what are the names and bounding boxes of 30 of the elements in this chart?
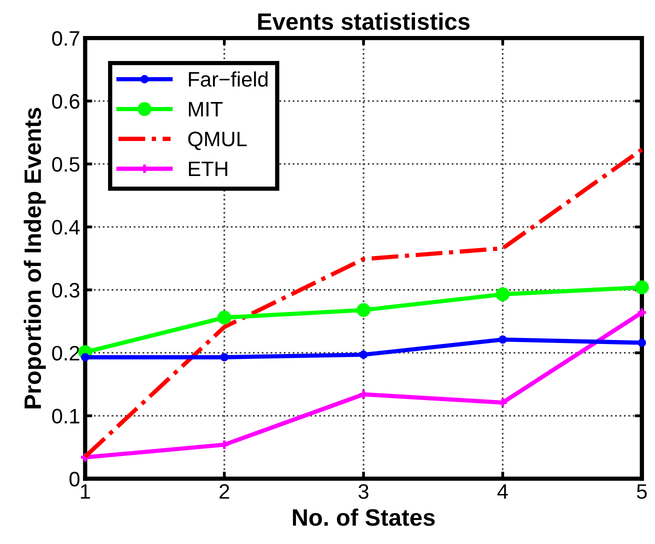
legend-label: ETH — [188, 162, 228, 176]
point — [636, 306, 648, 318]
point — [634, 280, 649, 294]
point — [638, 338, 646, 347]
y-tick-label: 0.2 — [52, 346, 80, 361]
y-tick-label: 0.6 — [52, 94, 80, 109]
x-tick-label: 3 — [358, 484, 368, 499]
point — [496, 287, 510, 302]
chart-title: Events statististics — [258, 12, 470, 30]
x-axis-title: No. of States — [292, 508, 435, 526]
point — [217, 310, 232, 325]
y-tick-label: 0.4 — [52, 220, 80, 235]
y-tick-label: 0.1 — [52, 408, 80, 424]
point — [220, 353, 229, 362]
point — [498, 335, 507, 344]
legend-label: QMUL — [188, 132, 247, 150]
y-axis-title: Proportion of Indep Events — [24, 108, 46, 408]
x-tick-label: 2 — [220, 484, 230, 499]
point — [80, 353, 90, 362]
x-tick-label: 4 — [497, 484, 508, 499]
y-tick-label: 0.5 — [52, 156, 80, 172]
point — [356, 303, 370, 317]
y-tick-label: 0 — [70, 472, 80, 486]
legend-label: MIT — [188, 102, 223, 116]
x-tick-label: 5 — [636, 484, 647, 499]
x-tick-label: 1 — [80, 484, 90, 499]
y-tick-label: 0.3 — [52, 282, 80, 298]
y-tick-label: 0.7 — [52, 31, 80, 46]
legend-label: Far−field — [188, 71, 268, 87]
point — [359, 350, 368, 359]
